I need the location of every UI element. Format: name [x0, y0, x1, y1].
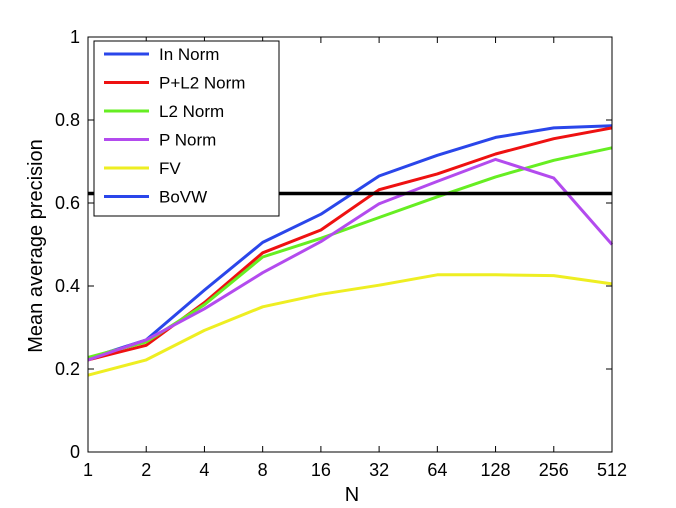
x-tick-label: 8 — [258, 460, 268, 480]
y-tick-label: 0 — [70, 442, 80, 462]
axes-frame — [87, 36, 613, 453]
legend-label-l2-norm: L2 Norm — [159, 102, 224, 121]
x-tick-label: 512 — [597, 460, 627, 480]
y-tick-label: 0.8 — [55, 110, 80, 130]
x-tick-label: 128 — [481, 460, 511, 480]
legend-label-bovw: BoVW — [159, 188, 207, 207]
x-tick-label: 1 — [83, 460, 93, 480]
legend: In Norm P+L2 Norm L2 Norm P Norm FV BoVW — [93, 40, 280, 217]
x-tick-label: 2 — [141, 460, 151, 480]
y-tick-label: 0.2 — [55, 359, 80, 379]
y-tick-label: 0.4 — [55, 276, 80, 296]
legend-label-p-norm: P Norm — [159, 131, 216, 150]
x-tick-label: 64 — [427, 460, 447, 480]
x-tick-label: 32 — [369, 460, 389, 480]
legend-box — [93, 40, 280, 217]
axes-layer: 1 2 4 8 16 32 64 128 256 512 0 0.2 0.4 0.6 0.8 1 — [55, 27, 627, 480]
x-tick-label: 16 — [311, 460, 331, 480]
x-axis-title: N — [345, 484, 359, 506]
y-tick-label: 1 — [70, 27, 80, 47]
x-tick-label: 4 — [199, 460, 209, 480]
legend-label-fv: FV — [159, 159, 181, 178]
series-line-p-norm — [87, 157, 614, 362]
x-tick-label: 256 — [539, 460, 569, 480]
legend-label-in-norm: In Norm — [159, 45, 219, 64]
series-line-fv — [87, 273, 613, 377]
y-axis-title: Mean average precision — [25, 139, 47, 352]
y-tick-label: 0.6 — [55, 193, 80, 213]
legend-label-p-l2-norm: P+L2 Norm — [159, 74, 245, 93]
